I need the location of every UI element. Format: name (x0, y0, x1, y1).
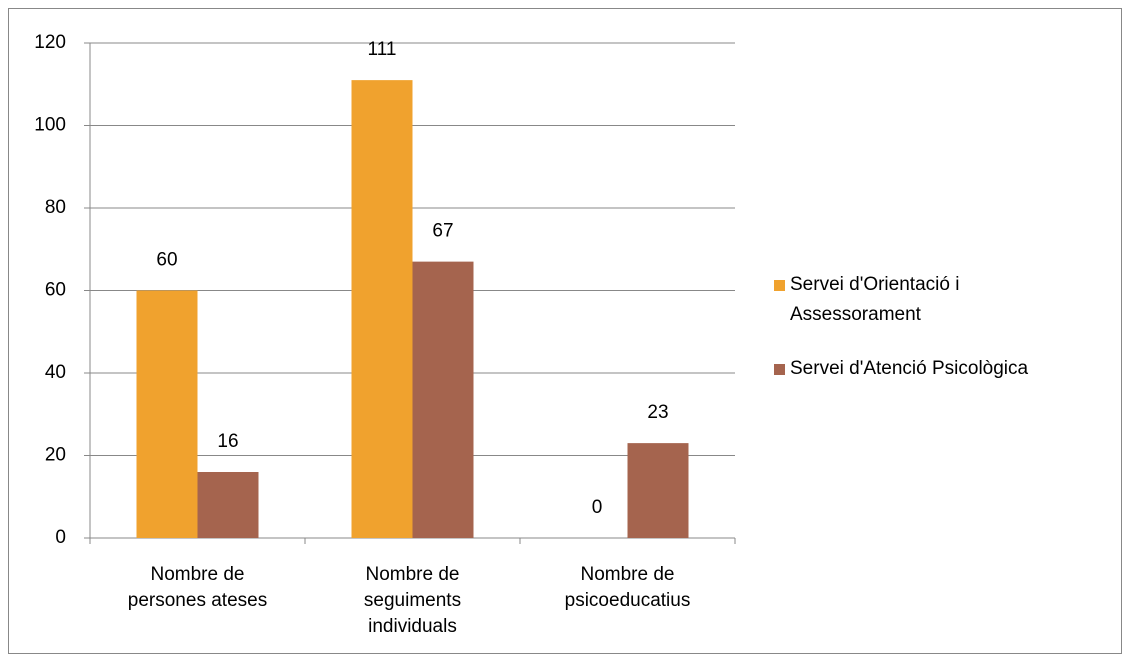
legend-swatch (774, 280, 785, 291)
y-tick-label: 60 (45, 280, 66, 301)
value-label: 16 (217, 431, 238, 452)
y-tick-label: 100 (34, 115, 66, 136)
y-tick-label: 120 (34, 32, 66, 53)
x-tick-label: Nombre de seguiments individuals (364, 564, 461, 637)
x-tick-label: Nombre de psicoeducatius (565, 564, 691, 611)
y-tick-label: 0 (55, 527, 66, 548)
value-label: 23 (647, 402, 668, 423)
legend-label: Servei d'Atenció Psicològica (790, 358, 1029, 379)
y-tick-label: 20 (45, 445, 66, 466)
value-label: 67 (432, 221, 453, 242)
y-tick-label: 40 (45, 362, 66, 383)
value-label: 60 (156, 250, 177, 271)
bar (136, 290, 198, 538)
y-tick-label: 80 (45, 197, 66, 218)
legend-swatch (774, 364, 785, 375)
legend-label: Servei d'Orientació i Assessorament (790, 274, 959, 325)
value-label: 111 (368, 39, 397, 60)
x-tick-label: Nombre de persones ateses (128, 564, 267, 611)
bar (351, 80, 413, 538)
bar (627, 443, 689, 538)
bar (412, 261, 474, 538)
bar (197, 472, 259, 538)
value-label: 0 (592, 497, 603, 518)
